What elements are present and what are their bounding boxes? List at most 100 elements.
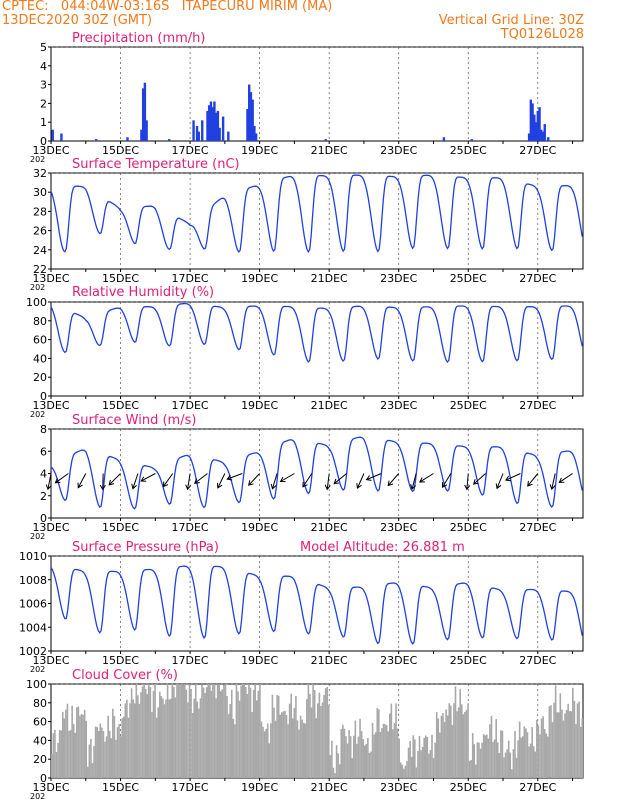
cloud-bar (359, 718, 361, 778)
cloud-bar (291, 718, 294, 778)
cloud-bar (453, 703, 455, 778)
wind-title: Surface Wind (m/s) (72, 413, 196, 428)
wind-arrow-head (162, 481, 169, 488)
wind-xtick-label: 25DEC (450, 521, 487, 534)
cloud-bar (496, 742, 499, 778)
wind-xtick-label: 19DEC (241, 521, 278, 534)
cloud-bar (465, 709, 468, 778)
pres-xtick-label: 15DEC (102, 654, 139, 667)
cloud-bar (295, 695, 297, 778)
cloud-bar (259, 684, 261, 778)
cloud-bar (263, 731, 266, 778)
cloud-bar (151, 712, 153, 778)
wind-arrow-head (464, 484, 471, 491)
precip-bar (126, 137, 129, 141)
cloud-bar (561, 709, 563, 778)
cloud-bar (149, 686, 152, 778)
cloud-bar (504, 752, 507, 778)
cloud-bar (553, 702, 555, 778)
cloud-bar (531, 727, 533, 778)
cloud-bar (518, 721, 521, 778)
cloud-bar (434, 742, 436, 778)
pres-year-label: 202 (30, 665, 45, 674)
temp-xtick-label: 19DEC (241, 272, 278, 285)
cloud-bar (418, 735, 421, 778)
cloud-bar (284, 710, 286, 778)
cloud-bar (464, 711, 466, 778)
cloud-bar (298, 729, 300, 778)
cloud-bar (309, 694, 311, 778)
wind-arrow-shaft (47, 473, 52, 490)
cloud-bar (460, 704, 463, 778)
wind-arrow-shaft (356, 473, 365, 489)
cloud-bar (393, 723, 396, 778)
cloud-bar (110, 738, 113, 778)
precip-ytick-label: 2 (40, 97, 47, 110)
cloud-bar (473, 744, 476, 778)
cloud-bar (575, 724, 577, 778)
cloud-bar (482, 734, 485, 778)
precip-bar (208, 105, 211, 141)
wind-arrow-head (558, 477, 565, 483)
cloud-bar (579, 726, 582, 778)
temp-xtick-label: 15DEC (102, 272, 139, 285)
cloud-bar (202, 687, 205, 778)
cloud-bar (318, 692, 321, 778)
wind-frame (50, 428, 584, 519)
wind-arrow-head (410, 484, 417, 490)
precip-title: Precipitation (mm/h) (72, 31, 205, 46)
cloud-bar (71, 705, 73, 778)
cloud-bar (572, 687, 574, 778)
precip-bar (211, 107, 214, 141)
pres-xtick-label: 27DEC (519, 654, 556, 667)
pres-xtick-label: 13DEC (32, 654, 69, 667)
cloud-bar (104, 741, 106, 778)
cloud-ytick-label: 60 (33, 716, 47, 729)
cloud-bar (255, 700, 258, 778)
header-code: TQ0126L028 (500, 27, 584, 42)
cloud-bar (199, 698, 202, 778)
cloud-bar (471, 733, 474, 778)
precip-xtick-label: 15DEC (102, 144, 139, 157)
cloud-bar (210, 690, 213, 778)
wind-arrow-head (194, 478, 200, 484)
cloud-bar (229, 704, 231, 778)
header-grid-line: Vertical Grid Line: 30Z (438, 13, 584, 28)
precip-bar (197, 131, 200, 141)
cloud-bar (116, 727, 119, 778)
cloud-bar (363, 745, 366, 778)
cloud-bar (479, 748, 482, 778)
cloud-bar (450, 705, 452, 778)
cloud-bar (152, 690, 155, 778)
cloud-bar (196, 701, 199, 778)
cloud-bar (556, 712, 558, 778)
cloud-bar (270, 723, 272, 778)
cloud-bar (439, 732, 441, 778)
cloud-bar (315, 718, 318, 778)
precip-bar (547, 137, 550, 141)
cloud-bar (126, 699, 128, 778)
header-date: 13DEC2020 30Z (GMT) (2, 13, 153, 28)
cloud-bar (367, 737, 369, 778)
cloud-bar (227, 714, 230, 778)
cloud-bar (226, 696, 228, 778)
precip-ytick-label: 4 (40, 60, 47, 73)
precip-xtick-label: 21DEC (311, 144, 348, 157)
cloud-bar (356, 743, 358, 778)
cloud-xtick-label: 17DEC (172, 781, 209, 794)
cloud-bar (97, 731, 100, 778)
cloud-bar (404, 765, 407, 778)
wind-arrow-shaft (333, 473, 347, 485)
cloud-bar (403, 768, 405, 778)
cloud-bar (205, 687, 208, 778)
cloud-bar (445, 709, 447, 778)
cloud-bar (79, 715, 81, 778)
rh-ytick-label: 0 (40, 390, 47, 403)
cloud-bar (557, 712, 560, 778)
temp-xtick-label: 23DEC (380, 272, 417, 285)
cloud-bar (387, 731, 390, 778)
cloud-bar (388, 713, 391, 778)
cloud-bar (578, 701, 580, 778)
cloud-bar (160, 696, 163, 778)
